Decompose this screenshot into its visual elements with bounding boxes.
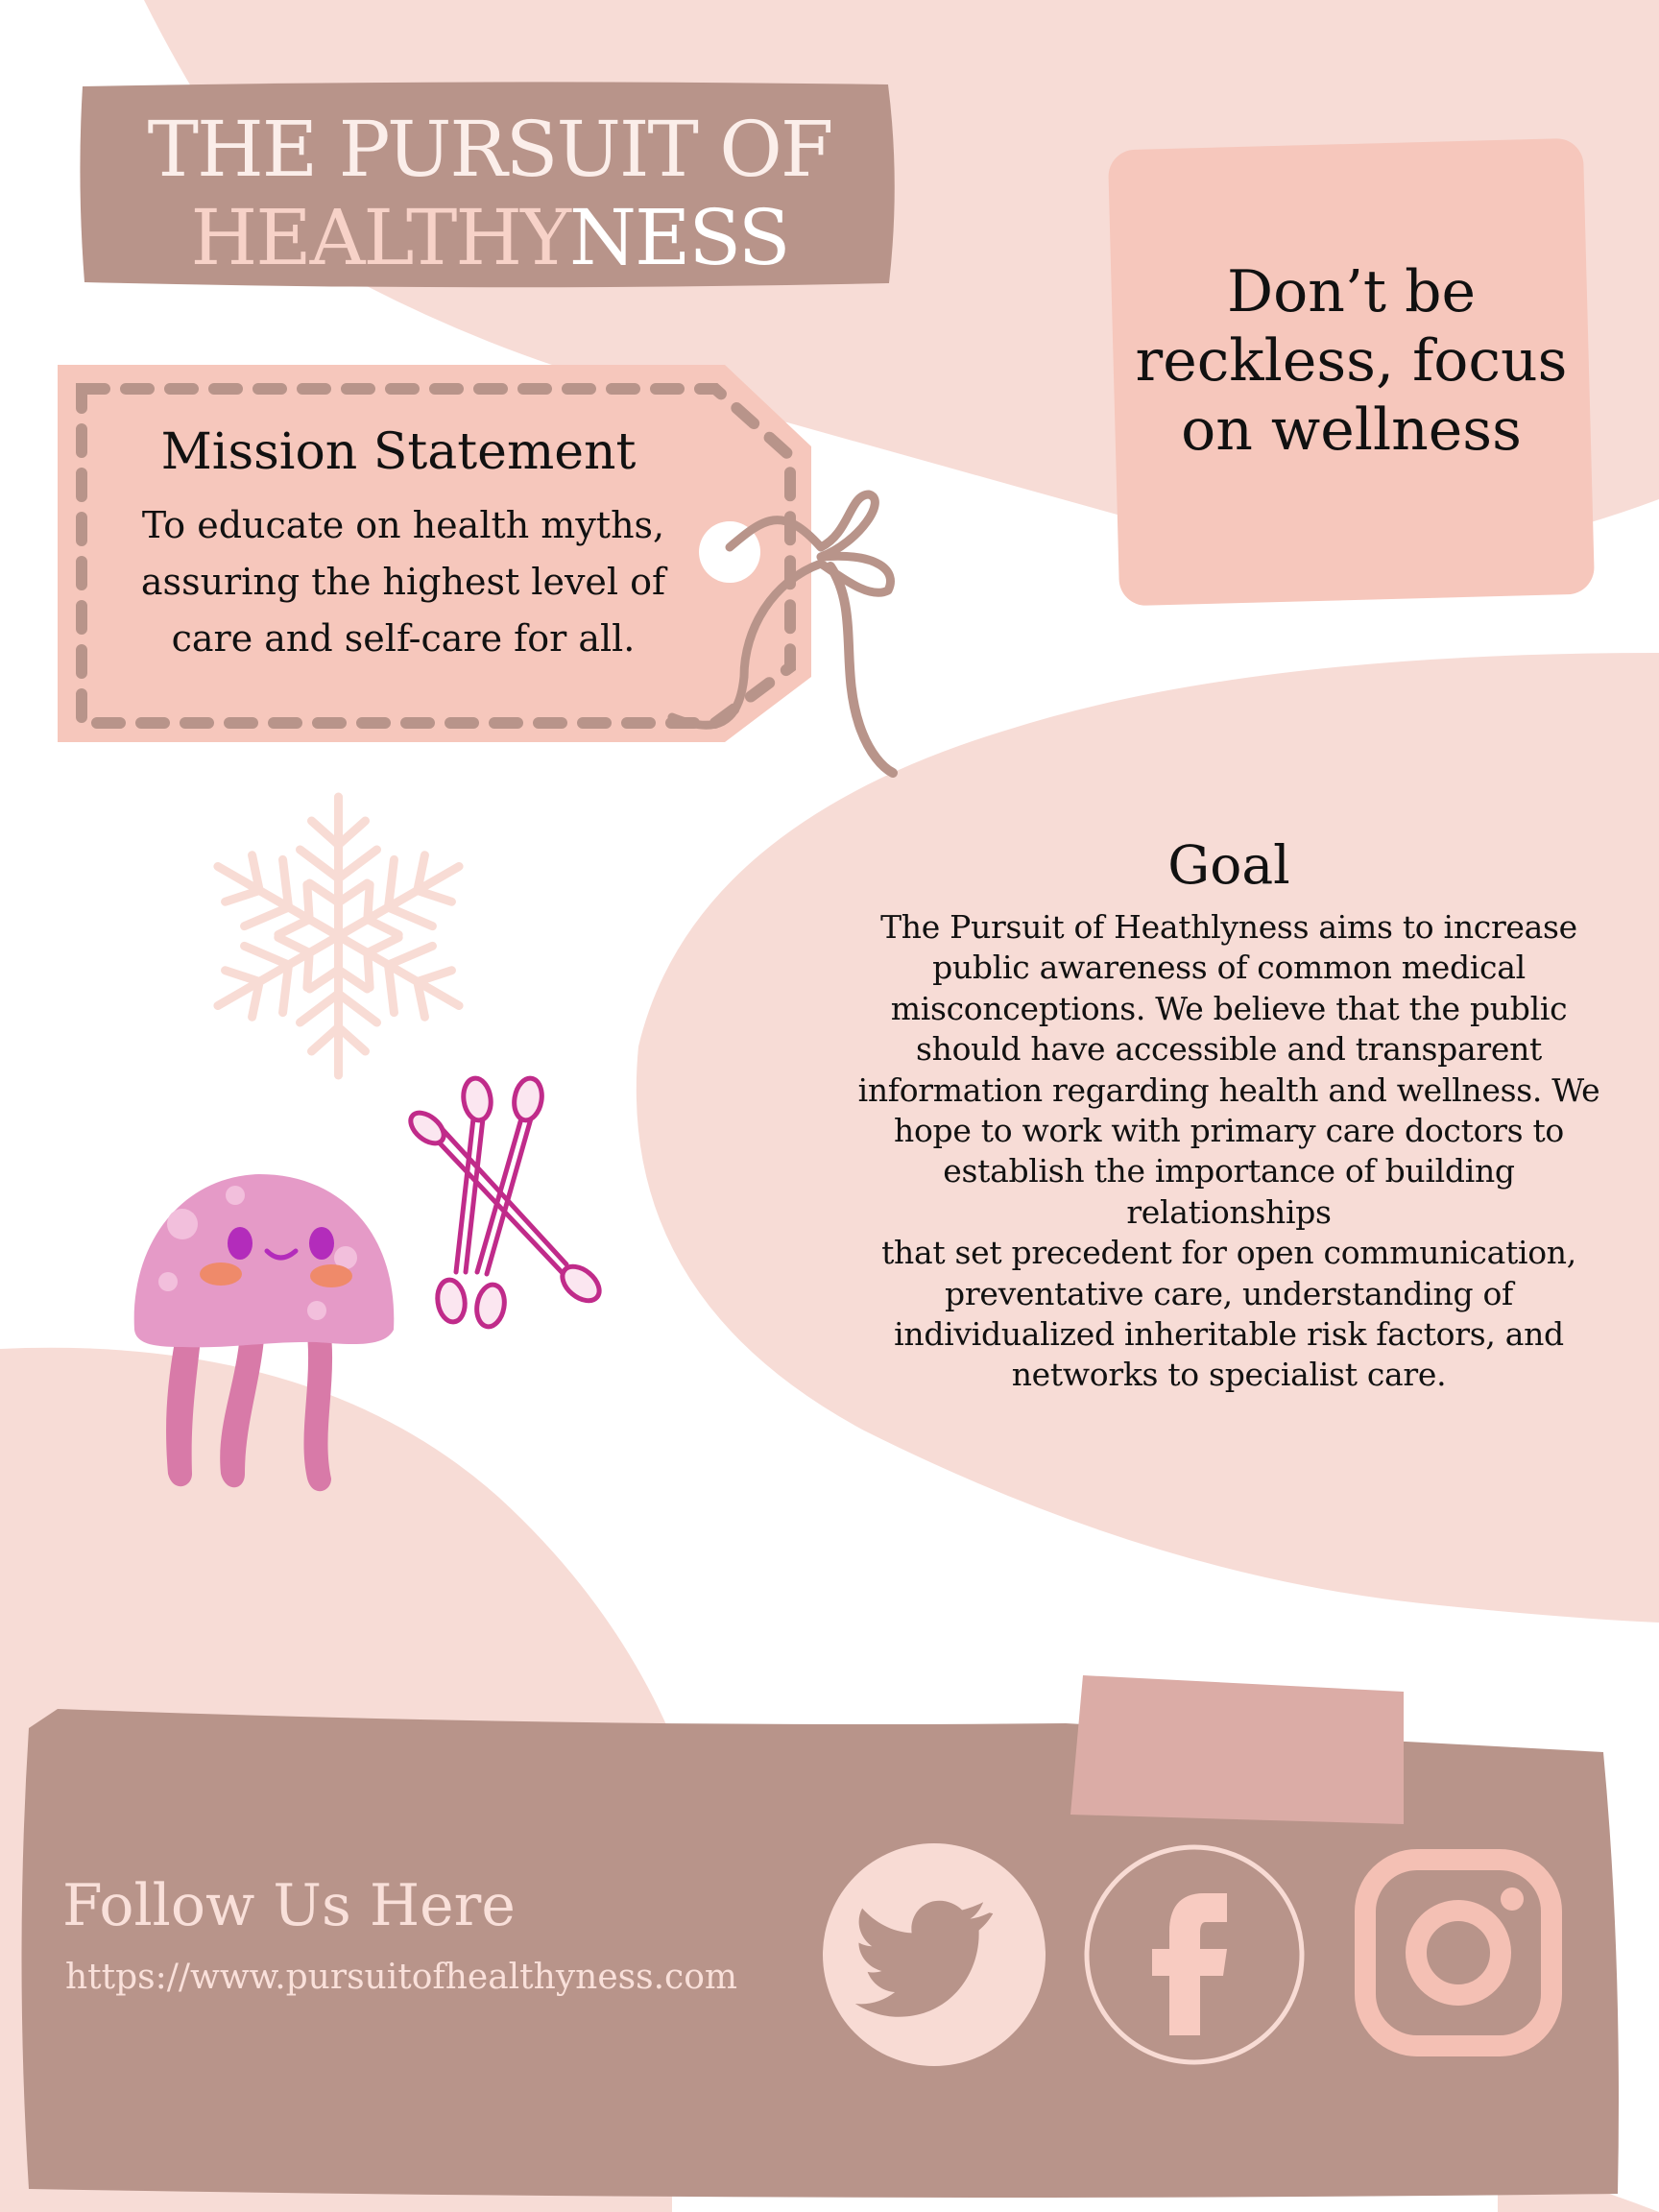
- goal-line: information regarding health and wellnes…: [857, 1070, 1600, 1109]
- page-title: THE PURSUIT OF HEALTHYNESS: [77, 106, 902, 282]
- title-line2: HEALTHYNESS: [77, 194, 902, 282]
- jellyfish-illustration: [133, 1174, 395, 1492]
- goal-line: hope to work with primary care doctors t…: [894, 1112, 1564, 1150]
- quote-line2: reckless, focus: [1135, 327, 1568, 395]
- title-line1: THE PURSUIT OF: [147, 105, 834, 194]
- goal-line: misconceptions. We believe that the publ…: [890, 989, 1568, 1027]
- goal-title: Goal: [1167, 834, 1290, 896]
- title-line2-part1: HEALTHY: [190, 193, 570, 282]
- twitter-button[interactable]: [821, 1841, 1047, 2068]
- mission-tag: [58, 365, 898, 778]
- title-banner: [80, 82, 895, 288]
- facebook-icon: [1084, 1844, 1305, 2065]
- goal-line: preventative care, understanding of: [945, 1274, 1513, 1312]
- instagram-button[interactable]: [1354, 1848, 1563, 2057]
- goal-body: The Pursuit of Heathlyness aims to incre…: [845, 907, 1613, 1396]
- twitter-icon: [823, 1843, 1046, 2066]
- goal-line: establish the importance of building rel…: [943, 1152, 1515, 1231]
- mission-line2: assuring the highest level of: [140, 561, 666, 603]
- follow-us-label: Follow Us Here: [62, 1872, 516, 1939]
- title-line2-part2: NESS: [568, 193, 791, 282]
- goal-line: networks to specialist care.: [1011, 1356, 1447, 1394]
- mission-title: Mission Statement: [160, 423, 637, 481]
- goal-line: that set precedent for open communicatio…: [881, 1234, 1576, 1272]
- mission-line1: To educate on health myths,: [141, 504, 665, 546]
- quote-text: Don’t be reckless, focus on wellness: [1114, 257, 1589, 465]
- snowflake-icon: [187, 792, 490, 1085]
- quote-line3: on wellness: [1181, 397, 1522, 464]
- footer-banner: [21, 1675, 1619, 2198]
- goal-line: individualized inheritable risk factors,…: [894, 1315, 1564, 1354]
- goal-line: public awareness of common medical: [932, 949, 1526, 987]
- website-link[interactable]: https://www.pursuitofhealthyness.com: [65, 1958, 738, 1997]
- facebook-button[interactable]: [1083, 1843, 1306, 2066]
- goal-line: should have accessible and transparent: [915, 1030, 1543, 1069]
- mission-line3: care and self-care for all.: [171, 617, 636, 660]
- instagram-icon: [1355, 1849, 1562, 2056]
- goal-line: The Pursuit of Heathlyness aims to incre…: [880, 908, 1577, 946]
- mission-body: To educate on health myths, assuring the…: [115, 497, 691, 667]
- quote-line1: Don’t be: [1226, 258, 1477, 325]
- cotton-swabs-icon: [408, 1075, 602, 1330]
